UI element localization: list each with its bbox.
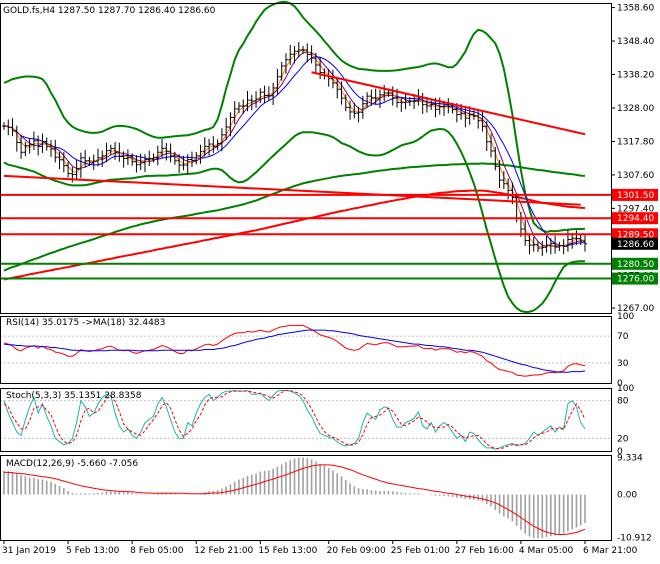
price-tag-label: 1289.50 xyxy=(617,230,654,240)
price-tag xyxy=(612,228,658,241)
stoch-tick-label: 20 xyxy=(617,434,629,444)
x-tick-label: 25 Feb 01:00 xyxy=(391,546,450,556)
price-tag-label: 1301.50 xyxy=(617,191,654,201)
y-tick-label: 1267.00 xyxy=(617,304,654,314)
rsi-tick-label: 30 xyxy=(617,359,629,369)
macd-tick-label: 0.00 xyxy=(617,491,637,501)
macd-signal-line xyxy=(4,464,586,535)
chart-title: GOLD.fs,H4 1287.50 1287.70 1286.40 1286.… xyxy=(3,6,216,16)
x-tick-label: 8 Feb 05:00 xyxy=(130,546,184,556)
rsi-panel-frame xyxy=(0,316,612,384)
price-tag xyxy=(612,257,658,270)
price-tag-label: 1276.00 xyxy=(617,275,654,285)
y-tick-label: 1338.20 xyxy=(617,71,654,81)
y-tick-label: 1328.00 xyxy=(617,104,654,114)
x-tick-label: 12 Feb 21:00 xyxy=(194,546,253,556)
stoch-tick-label: 100 xyxy=(617,384,634,394)
stoch-label: Stoch(5,3,3) 35.1351 28.8358 xyxy=(6,391,142,401)
bollinger-upper-line xyxy=(3,1,586,234)
x-tick-label: 6 Mar 21:00 xyxy=(583,546,638,556)
ma-long-green-line xyxy=(3,162,586,272)
trendline[interactable] xyxy=(311,71,586,136)
rsi-tick-label: 0 xyxy=(617,379,623,389)
price-tag xyxy=(612,212,658,225)
stoch-main-line xyxy=(3,389,586,450)
macd-label: MACD(12,26,9) -5.660 -7.056 xyxy=(6,459,138,469)
price-tag xyxy=(612,237,658,250)
price-tag xyxy=(612,188,658,201)
stoch-tick-label: 0 xyxy=(617,447,623,457)
x-tick-label: 15 Feb 13:00 xyxy=(258,546,317,556)
x-tick-label: 5 Feb 13:00 xyxy=(66,546,120,556)
rsi-tick-label: 70 xyxy=(617,332,629,342)
stoch-panel-frame xyxy=(0,388,612,452)
x-tick-label: 31 Jan 2019 xyxy=(2,546,56,556)
stoch-tick-label: 80 xyxy=(617,397,629,407)
price-tag-label: 1280.50 xyxy=(617,260,654,270)
macd-tick-label: -10.912 xyxy=(617,534,652,544)
rsi-label: RSI(14) 35.0175 ->MA(18) 32.4483 xyxy=(6,318,165,328)
ma-fast-blue-line xyxy=(3,55,586,247)
price-panel-frame xyxy=(0,3,612,314)
rsi-line xyxy=(3,324,586,377)
x-tick-label: 27 Feb 16:00 xyxy=(455,546,514,556)
rsi-tick-label: 100 xyxy=(617,312,634,322)
macd-tick-label: 9.334 xyxy=(617,454,643,464)
x-tick-label: 4 Mar 05:00 xyxy=(519,546,574,556)
price-tag xyxy=(612,272,658,285)
ma-long-red-line xyxy=(3,189,586,281)
price-tag-label: 1294.40 xyxy=(617,214,654,224)
y-tick-label: 1317.80 xyxy=(617,137,654,147)
y-tick-label: 1297.40 xyxy=(617,204,654,214)
macd-panel-frame xyxy=(0,455,612,541)
price-tag-label: 1286.60 xyxy=(617,240,654,250)
stoch-signal-line xyxy=(3,390,586,449)
y-tick-label: 1307.60 xyxy=(617,171,654,181)
y-tick-label: 1348.40 xyxy=(617,37,654,47)
x-tick-label: 20 Feb 09:00 xyxy=(327,546,386,556)
y-tick-label: 1358.60 xyxy=(617,4,654,14)
trendline[interactable] xyxy=(3,174,581,206)
rsi-ma-line xyxy=(3,329,586,373)
